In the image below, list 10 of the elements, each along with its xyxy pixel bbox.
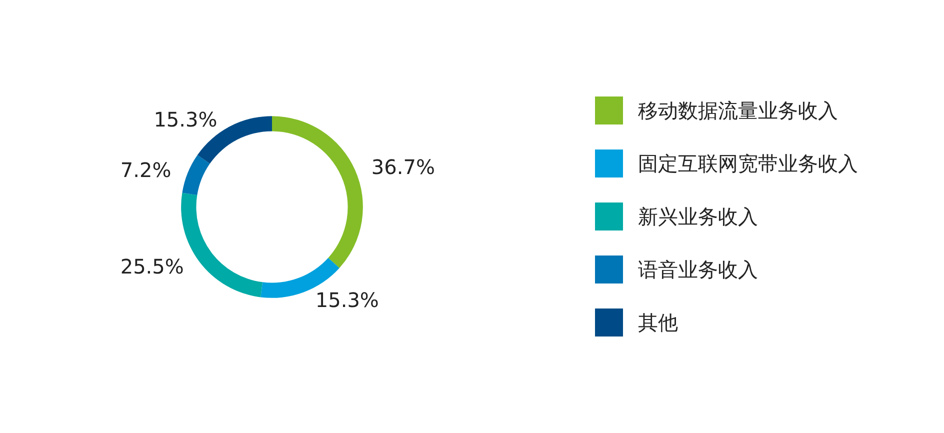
data-label: 15.3% [315, 288, 379, 312]
legend-label: 新兴业务收入 [638, 204, 758, 228]
legend-label: 固定互联网宽带业务收入 [638, 152, 858, 176]
legend-label: 语音业务收入 [638, 258, 758, 282]
data-label: 36.7% [371, 154, 435, 179]
legend-label: 移动数据流量业务收入 [638, 98, 838, 122]
data-label: 15.3% [154, 107, 218, 132]
legend-label: 其他 [638, 310, 678, 334]
data-label: 25.5% [120, 254, 184, 278]
data-label: 7.2% [120, 158, 172, 182]
